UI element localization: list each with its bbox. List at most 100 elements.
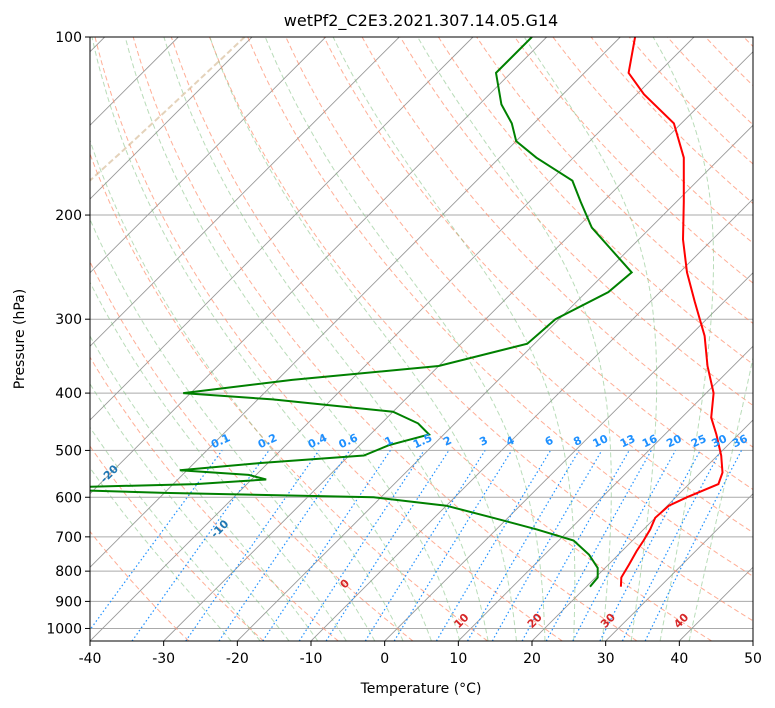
x-axis-label: Temperature (°C) (360, 681, 482, 697)
mixing-ratio-label: 10 (591, 432, 611, 450)
x-axis: -40 -30 -20 -10 0 10 20 30 40 50 (79, 641, 762, 667)
isotherm-line (236, 124, 753, 641)
mixing-ratio-line (90, 450, 223, 631)
mixing-ratio-line (599, 450, 701, 641)
dry-adiabat-line (90, 152, 488, 641)
plot-series (90, 37, 724, 588)
moist-adiabat-line (90, 426, 261, 641)
moist-adiabat-line (417, 37, 612, 641)
isotherm-line (90, 37, 474, 421)
isotherm-line (90, 37, 400, 347)
isotherm-line (90, 37, 548, 495)
isotherm-line (531, 419, 753, 641)
dry-adiabat-line (90, 260, 414, 641)
temperature-line (619, 37, 724, 587)
x-tick-label: -30 (152, 651, 175, 667)
moist-adiabat-line (264, 37, 546, 641)
dry-adiabat-line (323, 37, 753, 491)
x-tick-label: 10 (449, 651, 467, 667)
mixing-ratio-label: 8 (571, 434, 583, 449)
y-axis: 100 200 300 400 500 600 700 800 900 1000 (46, 30, 90, 637)
isotherm-line (90, 37, 695, 641)
mixing-ratio-label: 3 (477, 434, 489, 449)
moist-adiabat-line (652, 37, 714, 641)
isotherm-line (90, 37, 327, 274)
mixing-ratio-label: 13 (618, 432, 637, 450)
x-tick-label: 40 (670, 651, 688, 667)
plot-grid (90, 37, 753, 641)
x-tick-label: 20 (523, 651, 541, 667)
moist-adiabat-line (91, 37, 432, 641)
y-axis-label: Pressure (hPa) (12, 289, 28, 389)
mixing-ratio-line (521, 450, 630, 641)
y-tick-label: 200 (55, 208, 82, 224)
isotherm-line (163, 51, 753, 641)
moist-adiabat-line (688, 355, 753, 641)
dry-adiabat-line (90, 445, 264, 641)
isotherm-line (752, 640, 753, 641)
moist-adiabat-line (90, 382, 290, 641)
dry-adiabat-label: 40 (671, 611, 691, 631)
mixing-ratio-label: 16 (640, 432, 660, 450)
dry-adiabat-line (90, 356, 339, 641)
moist-adiabat-line (90, 467, 232, 641)
moist-adiabat-line (332, 37, 576, 641)
dry-adiabat-line (667, 37, 753, 126)
x-tick-label: -20 (226, 651, 249, 667)
moist-adiabat-line (90, 217, 376, 641)
moist-adiabat-line (90, 281, 347, 641)
x-tick-label: 0 (380, 651, 389, 667)
dry-adiabat-line (514, 37, 753, 284)
dry-adiabat-label: 20 (525, 611, 545, 631)
mixing-ratio-line (572, 450, 677, 641)
moist-adiabat-line (163, 37, 489, 641)
isotherm-line (90, 37, 621, 568)
dry-adiabat-label: 30 (598, 611, 618, 631)
dry-adiabat-line (209, 37, 753, 622)
mixing-ratio-line (644, 450, 743, 641)
dewpoint-line (90, 37, 634, 588)
moist-adiabat-line (124, 37, 461, 641)
dry-adiabat-line (743, 37, 753, 48)
moist-adiabat-line (209, 37, 517, 641)
dry-adiabat-line (285, 37, 753, 534)
dry-adiabat-line (170, 37, 712, 641)
mixing-ratio-line (185, 450, 320, 641)
y-tick-label: 900 (55, 594, 82, 610)
plot-frame (89, 36, 754, 642)
mixing-ratio-label: 25 (689, 432, 708, 450)
isotherm-line (678, 566, 753, 641)
dry-adiabat-line (476, 37, 753, 325)
mixing-ratio-line (325, 450, 450, 641)
isotherm-line (605, 493, 753, 641)
y-tick-label: 500 (55, 443, 82, 459)
dry-adiabat-line (552, 37, 753, 244)
mixing-ratio-line (262, 450, 391, 641)
mixing-ratio-label: 20 (664, 432, 684, 450)
mixing-ratio-label: 30 (710, 432, 730, 450)
dry-adiabat-line (90, 530, 190, 641)
mixing-ratio-line (545, 450, 652, 641)
dry-adiabat-line (705, 37, 753, 87)
dry-adiabat-line (590, 37, 753, 205)
mixing-ratio-label: 1.5 (411, 431, 434, 451)
y-tick-label: 700 (55, 530, 82, 546)
mixing-ratio-line (218, 450, 351, 641)
mixing-ratio-line (298, 450, 425, 641)
mixing-ratio-label: 2 (441, 434, 453, 449)
y-tick-label: 100 (55, 30, 82, 46)
mixing-ratio-line (621, 450, 722, 641)
x-tick-label: -10 (300, 651, 323, 667)
isotherm-line (384, 272, 753, 641)
dry-adiabat-line (437, 37, 753, 365)
y-tick-label: 400 (55, 386, 82, 402)
moist-adiabat-line (523, 37, 658, 641)
mixing-ratio-label: 6 (543, 434, 556, 449)
mixing-ratio-label: 36 (730, 432, 750, 450)
dry-adiabat-line (247, 37, 753, 577)
moist-adiabat-line (90, 335, 319, 641)
isotherm-line (90, 37, 253, 200)
dry-adiabat-label: 10 (452, 611, 472, 631)
x-tick-label: -40 (79, 651, 102, 667)
